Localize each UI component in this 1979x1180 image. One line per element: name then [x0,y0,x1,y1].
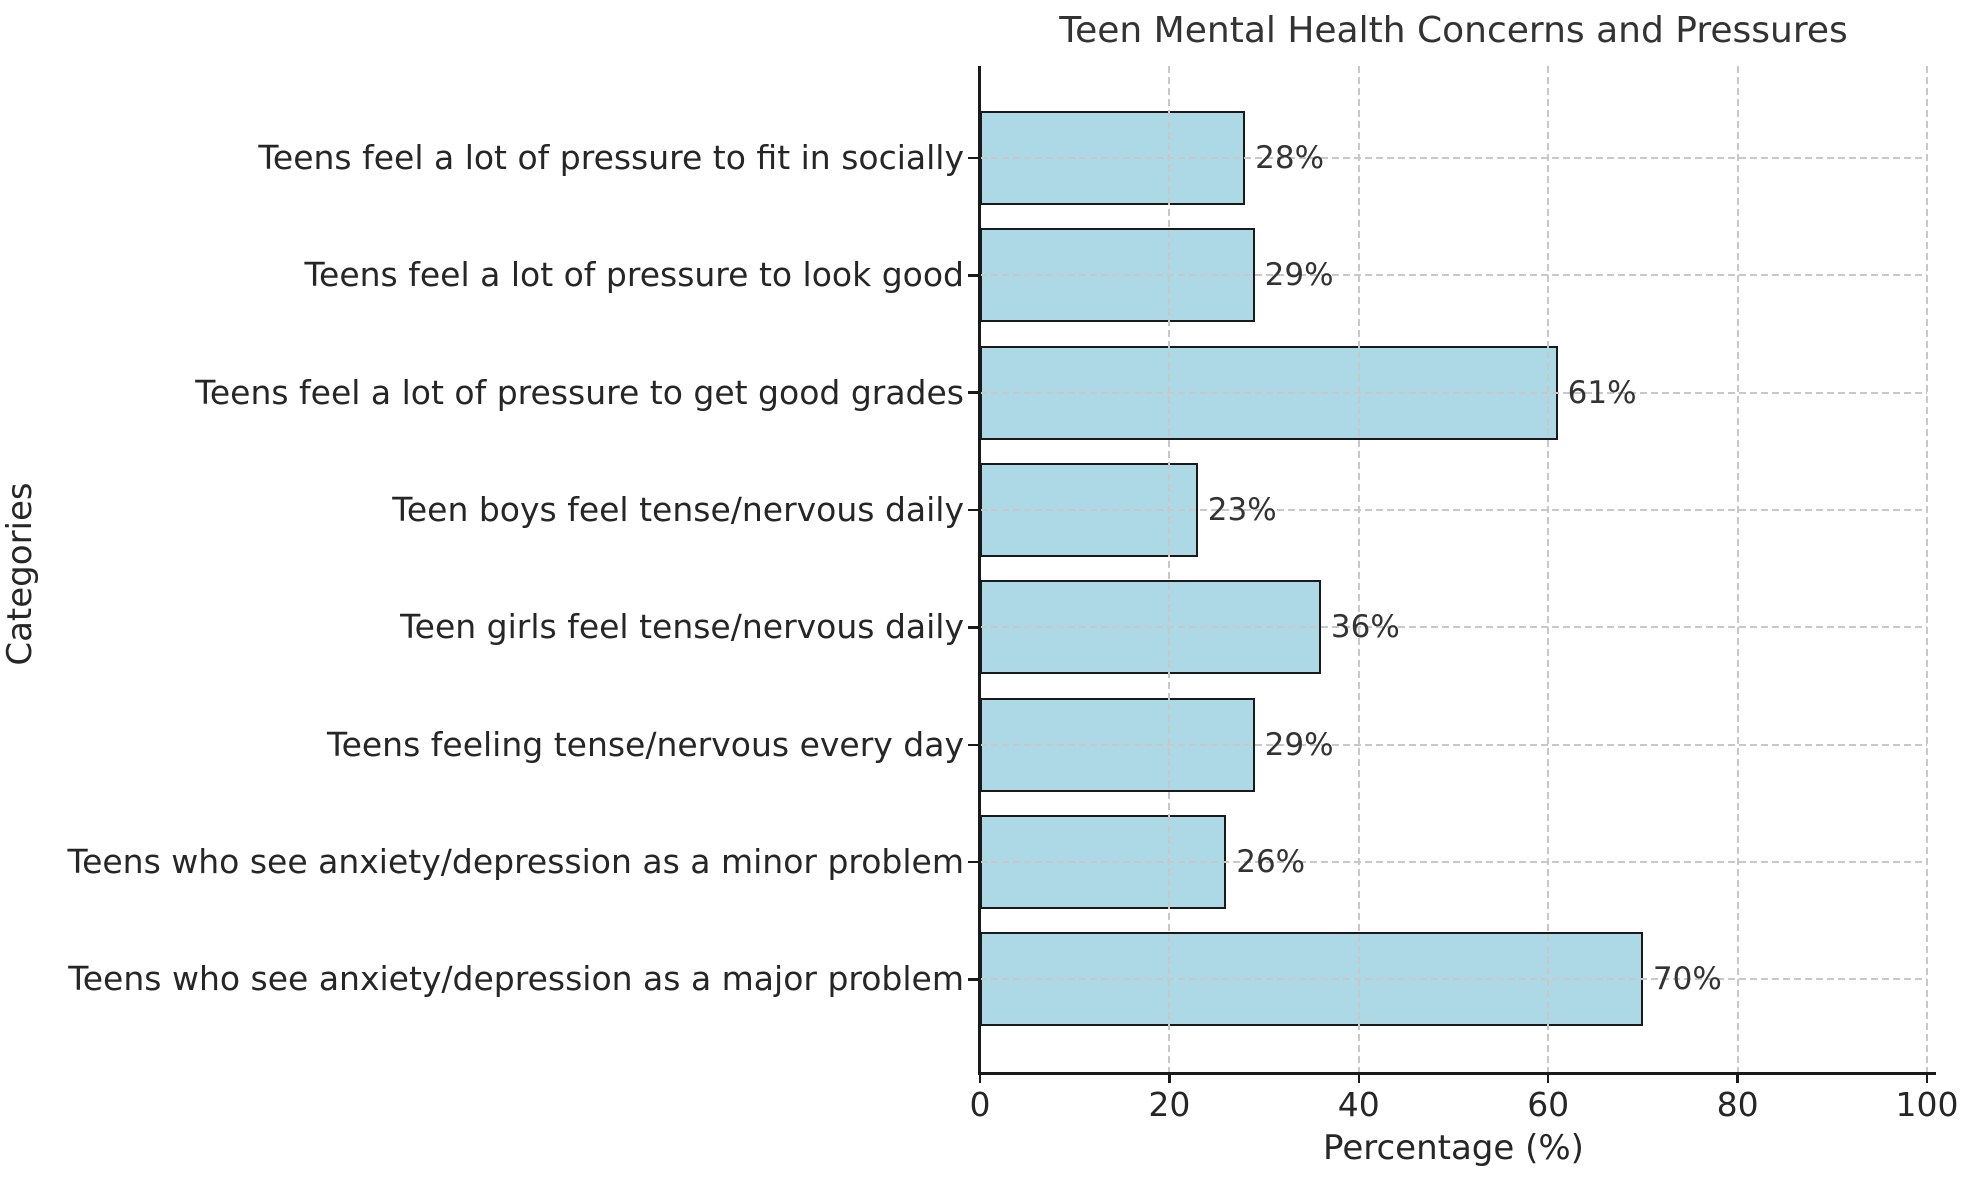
y-axis-spine [978,66,981,1075]
bar-value-label: 26% [1236,844,1306,881]
x-tick-label: 60 [1527,1085,1570,1124]
x-axis-label: Percentage (%) [1323,1128,1584,1168]
x-tick-label: 0 [969,1085,991,1124]
category-tick-label: Teens feeling tense/nervous every day [327,724,964,764]
bar-value-label: 70% [1652,961,1722,998]
gridline-horizontal [980,157,1927,159]
bar-value-label: 29% [1264,257,1334,294]
y-tick-mark [968,860,979,864]
category-tick-label: Teens who see anxiety/depression as a ma… [68,959,964,999]
y-tick-mark [968,391,979,394]
gridline-horizontal [980,509,1927,512]
x-axis-spine [978,1072,1936,1075]
chart-title: Teen Mental Health Concerns and Pressure… [1059,10,1848,51]
gridline-horizontal [980,626,1927,629]
x-tick-label: 100 [1895,1085,1959,1124]
x-tick-label: 40 [1337,1085,1380,1124]
gridline-vertical [1547,66,1550,1072]
bar-value-label: 61% [1567,374,1637,411]
gridline-vertical [1168,66,1171,1072]
gridline-horizontal [980,391,1927,394]
category-tick-label: Teen boys feel tense/nervous daily [392,490,964,530]
y-tick-mark [968,743,979,746]
x-tick-mark [1736,1072,1739,1083]
y-tick-mark [968,626,979,629]
gridline-vertical [1926,66,1928,1072]
plot-area [978,66,1936,1075]
y-tick-mark [968,508,979,512]
gridline-horizontal [980,861,1927,864]
bar-value-label: 23% [1207,492,1277,529]
y-tick-mark [968,274,979,277]
x-tick-label: 20 [1148,1085,1191,1124]
bar-value-label: 28% [1255,140,1325,176]
x-tick-mark [1357,1072,1361,1083]
y-tick-mark [968,156,979,160]
category-tick-label: Teens feel a lot of pressure to look goo… [304,255,964,295]
gridline-vertical [1357,66,1360,1072]
x-tick-mark [1546,1072,1550,1083]
category-tick-label: Teen girls feel tense/nervous daily [400,607,964,647]
gridline-horizontal [980,743,1927,746]
gridline-horizontal [980,274,1927,277]
category-tick-label: Teens who see anxiety/depression as a mi… [67,842,964,882]
bar-value-label: 36% [1330,609,1400,646]
x-tick-mark [978,1072,982,1083]
x-tick-label: 80 [1716,1085,1759,1124]
category-tick-label: Teens feel a lot of pressure to fit in s… [258,138,964,177]
bar-value-label: 29% [1264,726,1334,763]
x-tick-mark [1925,1072,1929,1083]
gridline-horizontal [980,978,1927,981]
x-tick-mark [1168,1072,1171,1083]
y-tick-mark [968,978,979,981]
gridline-vertical [1736,66,1739,1072]
category-tick-label: Teens feel a lot of pressure to get good… [195,372,964,412]
